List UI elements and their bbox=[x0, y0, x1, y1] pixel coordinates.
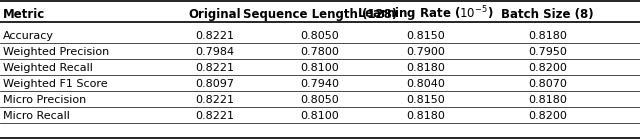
Text: Original: Original bbox=[188, 8, 241, 21]
Text: 0.7940: 0.7940 bbox=[301, 79, 339, 89]
Text: 0.8180: 0.8180 bbox=[528, 31, 566, 41]
Text: 0.8050: 0.8050 bbox=[301, 95, 339, 105]
Text: 0.7950: 0.7950 bbox=[528, 47, 566, 57]
Text: Sequence Length (128): Sequence Length (128) bbox=[243, 8, 397, 21]
Text: 0.8221: 0.8221 bbox=[195, 31, 234, 41]
Text: 0.7900: 0.7900 bbox=[406, 47, 445, 57]
Text: 0.8180: 0.8180 bbox=[406, 111, 445, 121]
Text: 0.8100: 0.8100 bbox=[301, 63, 339, 73]
Text: 0.8050: 0.8050 bbox=[301, 31, 339, 41]
Text: 0.8097: 0.8097 bbox=[195, 79, 234, 89]
Text: 0.8180: 0.8180 bbox=[528, 95, 566, 105]
Text: 0.8200: 0.8200 bbox=[528, 111, 566, 121]
Text: Weighted Precision: Weighted Precision bbox=[3, 47, 109, 57]
Text: 0.8221: 0.8221 bbox=[195, 111, 234, 121]
Text: 0.8070: 0.8070 bbox=[528, 79, 566, 89]
Text: Micro Precision: Micro Precision bbox=[3, 95, 86, 105]
Text: 0.8150: 0.8150 bbox=[406, 95, 445, 105]
Text: Accuracy: Accuracy bbox=[3, 31, 54, 41]
Text: Micro Recall: Micro Recall bbox=[3, 111, 70, 121]
Text: 0.8180: 0.8180 bbox=[406, 63, 445, 73]
Text: Weighted Recall: Weighted Recall bbox=[3, 63, 93, 73]
Text: 0.8100: 0.8100 bbox=[301, 111, 339, 121]
Text: 0.8200: 0.8200 bbox=[528, 63, 566, 73]
Text: 0.8221: 0.8221 bbox=[195, 95, 234, 105]
Text: Batch Size (8): Batch Size (8) bbox=[501, 8, 593, 21]
Text: 0.7984: 0.7984 bbox=[195, 47, 234, 57]
Text: 0.7800: 0.7800 bbox=[301, 47, 339, 57]
Text: 0.8150: 0.8150 bbox=[406, 31, 445, 41]
Text: 0.8040: 0.8040 bbox=[406, 79, 445, 89]
Text: Metric: Metric bbox=[3, 8, 45, 21]
Text: 0.8221: 0.8221 bbox=[195, 63, 234, 73]
Text: Weighted F1 Score: Weighted F1 Score bbox=[3, 79, 108, 89]
Text: Learning Rate ($10^{-5}$): Learning Rate ($10^{-5}$) bbox=[357, 5, 494, 24]
